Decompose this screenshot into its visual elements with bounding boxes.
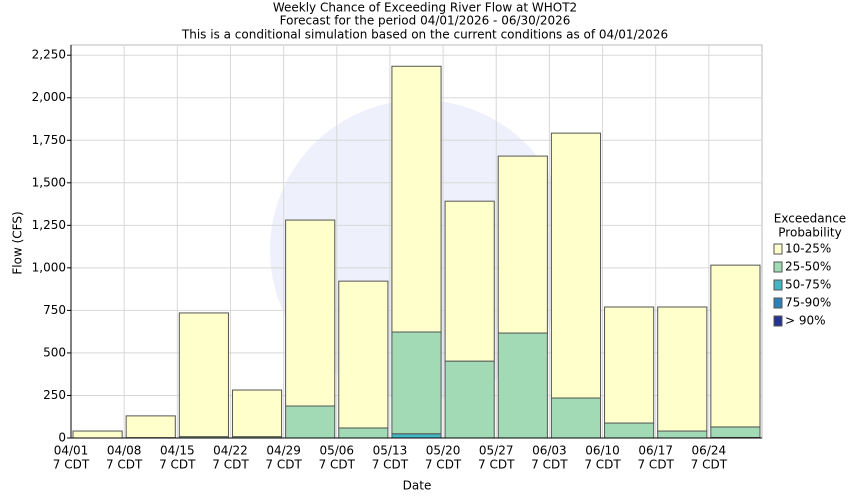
- bar-segment: [497, 332, 548, 439]
- x-tick-label: 04/08: [107, 444, 142, 458]
- bar-segment: [444, 200, 495, 362]
- x-tick-sublabel: 7 CDT: [691, 458, 728, 472]
- x-tick-label: 06/03: [532, 444, 567, 458]
- legend-title: Exceedance: [774, 212, 846, 226]
- bar-segment: [391, 65, 442, 333]
- chart-note: This is a conditional simulation based o…: [181, 28, 668, 42]
- legend-swatch: [773, 261, 783, 273]
- bar-segment: [125, 415, 176, 439]
- x-tick-sublabel: 7 CDT: [265, 458, 302, 472]
- legend-title: Probability: [778, 226, 841, 240]
- y-tick-label: 500: [43, 345, 66, 359]
- bar-segment: [391, 331, 442, 435]
- x-tick-sublabel: 7 CDT: [319, 458, 356, 472]
- bar-segment: [391, 433, 442, 439]
- x-tick-sublabel: 7 CDT: [584, 458, 621, 472]
- bar-segment: [710, 264, 761, 428]
- legend-label: 50-75%: [785, 278, 831, 292]
- y-tick-label: 250: [43, 388, 66, 402]
- legend-swatch: [773, 315, 783, 327]
- x-tick-label: 04/22: [213, 444, 248, 458]
- legend-label: > 90%: [785, 314, 826, 328]
- x-tick-sublabel: 7 CDT: [106, 458, 143, 472]
- y-tick-label: 1,250: [32, 218, 66, 232]
- bar-segment: [285, 219, 336, 407]
- legend-swatch: [773, 243, 783, 255]
- y-tick-label: 0: [58, 431, 66, 445]
- x-tick-sublabel: 7 CDT: [159, 458, 196, 472]
- bar-segment: [285, 405, 336, 439]
- bar-segment: [604, 422, 655, 439]
- bar-segment: [72, 430, 123, 439]
- y-tick-label: 1,000: [32, 260, 66, 274]
- x-tick-sublabel: 7 CDT: [53, 458, 90, 472]
- x-tick-label: 05/27: [479, 444, 514, 458]
- bar-segment: [497, 155, 548, 334]
- y-axis-label: Flow (CFS): [11, 211, 25, 274]
- x-tick-label: 06/24: [692, 444, 727, 458]
- bar-segment: [444, 360, 495, 439]
- legend-label: 75-90%: [785, 296, 831, 310]
- y-tick-label: 1,500: [32, 175, 66, 189]
- legend-swatch: [773, 279, 783, 291]
- bar-segment: [231, 389, 283, 438]
- x-tick-label: 04/15: [160, 444, 195, 458]
- x-tick-sublabel: 7 CDT: [425, 458, 462, 472]
- y-tick-label: 2,250: [32, 48, 66, 62]
- x-tick-label: 04/29: [266, 444, 301, 458]
- x-tick-sublabel: 7 CDT: [531, 458, 568, 472]
- bar-segment: [338, 280, 389, 429]
- bar-segment: [657, 306, 708, 432]
- x-axis-label: Date: [403, 479, 432, 493]
- chart-title: Weekly Chance of Exceeding River Flow at…: [273, 1, 577, 15]
- x-tick-sublabel: 7 CDT: [637, 458, 674, 472]
- x-tick-sublabel: 7 CDT: [372, 458, 409, 472]
- x-tick-label: 05/20: [426, 444, 461, 458]
- bar-segment: [550, 132, 602, 399]
- x-tick-label: 06/17: [638, 444, 673, 458]
- bar-segment: [178, 312, 229, 438]
- y-tick-label: 1,750: [32, 133, 66, 147]
- chart-subtitle: Forecast for the period 04/01/2026 - 06/…: [280, 14, 571, 28]
- legend-label: 25-50%: [785, 260, 831, 274]
- y-tick-label: 2,000: [32, 90, 66, 104]
- y-tick-label: 750: [43, 303, 66, 317]
- x-tick-sublabel: 7 CDT: [212, 458, 249, 472]
- bar-segment: [710, 426, 761, 438]
- legend-label: 10-25%: [785, 242, 831, 256]
- bar-segment: [550, 397, 602, 439]
- x-tick-label: 05/13: [373, 444, 408, 458]
- x-tick-label: 04/01: [54, 444, 89, 458]
- x-tick-sublabel: 7 CDT: [478, 458, 515, 472]
- x-tick-label: 05/06: [319, 444, 354, 458]
- bar-segment: [338, 427, 389, 439]
- legend-swatch: [773, 297, 783, 309]
- bar-segment: [657, 430, 708, 439]
- x-tick-label: 06/10: [585, 444, 620, 458]
- bar-segment: [604, 306, 655, 424]
